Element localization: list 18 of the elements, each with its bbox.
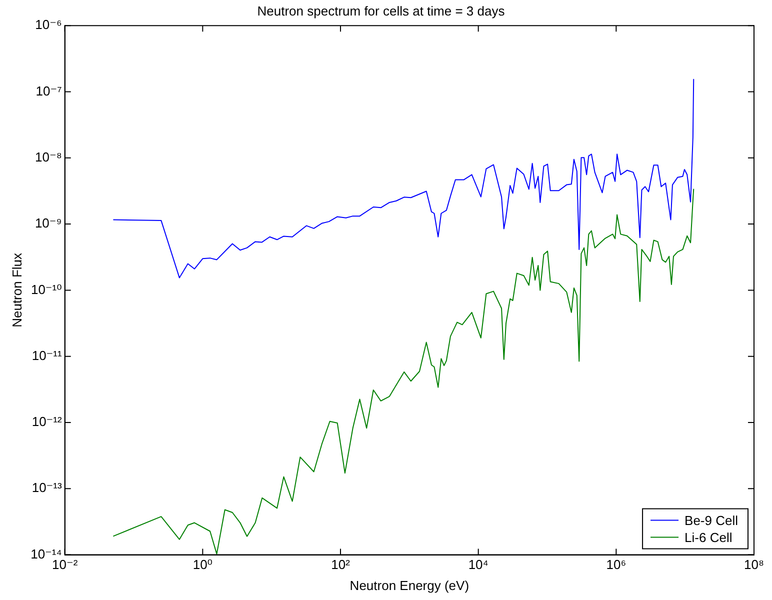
x-tick-label: 10⁶ [606,557,626,572]
y-tick-label: 10⁻¹³ [32,480,63,496]
legend-label: Li-6 Cell [684,530,732,545]
y-tick-label: 10⁻¹¹ [32,348,63,363]
legend-label: Be-9 Cell [684,512,738,528]
x-axis-title: Neutron Energy (eV) [350,578,470,593]
chart-title: Neutron spectrum for cells at time = 3 days [257,3,506,18]
x-tick-label: 10² [331,557,351,572]
x-tick-label: 10⁰ [192,557,213,572]
y-tick-label: 10⁻⁸ [35,149,62,164]
x-tick-label: 10⁴ [468,557,488,572]
y-tick-label: 10⁻⁷ [36,83,62,98]
x-tick-label: 10⁸ [744,557,764,572]
y-tick-label: 10⁻⁶ [35,17,62,32]
y-tick-label: 10⁻⁹ [34,216,62,231]
y-axis-title: Neutron Flux [9,252,24,328]
y-tick-label: 10⁻¹² [32,414,63,430]
y-tick-label: 10⁻¹⁰ [30,282,62,297]
